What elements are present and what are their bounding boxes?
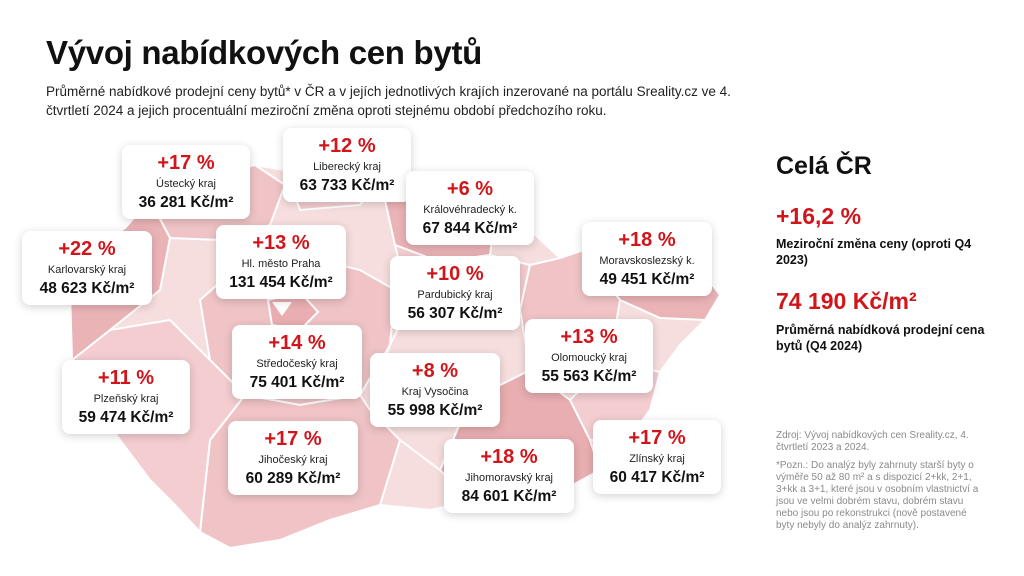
region-name: Královéhradecký k. [423, 204, 517, 216]
summary-price-label: Průměrná nabídková prodejní cena bytů (Q… [776, 323, 985, 353]
region-pct: +18 % [618, 229, 676, 251]
region-card-pardubicky: +10 % Pardubický kraj 56 307 Kč/m² [390, 256, 520, 330]
region-price: 55 563 Kč/m² [541, 368, 637, 385]
summary-pct: +16,2 % [776, 203, 862, 229]
summary-pct-label: Meziroční změna ceny (oproti Q4 2023) [776, 237, 972, 267]
region-pct: +13 % [252, 232, 310, 254]
region-name: Jihočeský kraj [258, 454, 328, 466]
region-price: 55 998 Kč/m² [387, 402, 483, 419]
region-card-liberecky: +12 % Liberecký kraj 63 733 Kč/m² [283, 128, 411, 202]
region-pct: +17 % [157, 152, 215, 174]
region-pct: +18 % [480, 446, 538, 468]
region-price: 75 401 Kč/m² [249, 374, 345, 391]
region-price: 67 844 Kč/m² [422, 220, 518, 237]
region-card-stredocesky: +14 % Středočeský kraj 75 401 Kč/m² [232, 325, 362, 399]
region-pct: +10 % [426, 263, 484, 285]
region-price: 59 474 Kč/m² [78, 409, 174, 426]
region-pct: +22 % [58, 238, 116, 260]
region-price: 63 733 Kč/m² [299, 177, 395, 194]
region-card-vysocina: +8 % Kraj Vysočina 55 998 Kč/m² [370, 353, 500, 427]
region-name: Olomoucký kraj [551, 352, 627, 364]
region-price: 131 454 Kč/m² [229, 274, 333, 291]
region-card-karlovarsky: +22 % Karlovarský kraj 48 623 Kč/m² [22, 231, 152, 305]
region-pct: +11 % [97, 367, 155, 389]
region-name: Středočeský kraj [256, 358, 338, 370]
region-card-plzensky: +11 % Plzeňský kraj 59 474 Kč/m² [62, 360, 190, 434]
region-price: 36 281 Kč/m² [138, 194, 234, 211]
region-card-ustecky: +17 % Ústecký kraj 36 281 Kč/m² [122, 145, 250, 219]
region-card-jihocesky: +17 % Jihočeský kraj 60 289 Kč/m² [228, 421, 358, 495]
summary-title: Celá ČR [776, 152, 872, 180]
region-pct: +6 % [446, 178, 494, 200]
region-pct: +12 % [318, 135, 376, 157]
region-name: Liberecký kraj [313, 161, 381, 173]
region-price: 84 601 Kč/m² [461, 488, 557, 505]
region-name: Zlínský kraj [629, 453, 685, 465]
region-card-jihomoravsky: +18 % Jihomoravský kraj 84 601 Kč/m² [444, 439, 574, 513]
region-card-olomoucky: +13 % Olomoucký kraj 55 563 Kč/m² [525, 319, 653, 393]
region-card-kralovehradecky: +6 % Královéhradecký k. 67 844 Kč/m² [406, 171, 534, 245]
region-name: Ústecký kraj [156, 178, 216, 190]
source-note: Zdroj: Vývoj nabídkových cen Sreality.cz… [776, 430, 969, 453]
region-name: Jihomoravský kraj [464, 472, 554, 484]
region-pct: +14 % [268, 332, 326, 354]
page-title: Vývoj nabídkových cen bytů [46, 34, 482, 71]
region-name: Karlovarský kraj [47, 264, 127, 276]
page-subtitle: Průměrné nabídkové prodejní ceny bytů* v… [46, 84, 731, 118]
summary-price: 74 190 Kč/m² [776, 288, 917, 314]
region-price: 60 289 Kč/m² [245, 470, 341, 487]
region-name: Hl. město Praha [241, 258, 321, 270]
region-name: Moravskoslezský k. [599, 255, 695, 267]
methodology-note: *Pozn.: Do analýz byly zahrnuty starší b… [776, 460, 979, 531]
region-card-moravskoslezsky: +18 % Moravskoslezský k. 49 451 Kč/m² [582, 222, 712, 296]
praha-pointer [272, 302, 292, 316]
region-price: 56 307 Kč/m² [407, 305, 503, 322]
region-pct: +8 % [411, 360, 459, 382]
region-pct: +17 % [264, 428, 322, 450]
region-card-zlinsky: +17 % Zlínský kraj 60 417 Kč/m² [593, 420, 721, 494]
region-price: 60 417 Kč/m² [609, 469, 705, 486]
region-price: 48 623 Kč/m² [39, 280, 135, 297]
region-pct: +13 % [560, 326, 618, 348]
region-pct: +17 % [628, 427, 686, 449]
region-name: Plzeňský kraj [93, 393, 159, 405]
region-card-praha: +13 % Hl. město Praha 131 454 Kč/m² [216, 225, 346, 299]
region-name: Kraj Vysočina [401, 386, 469, 398]
region-price: 49 451 Kč/m² [599, 271, 695, 288]
region-name: Pardubický kraj [417, 289, 493, 301]
